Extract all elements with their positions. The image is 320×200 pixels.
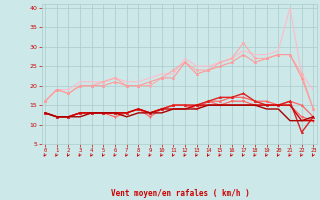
Text: Vent moyen/en rafales ( km/h ): Vent moyen/en rafales ( km/h )	[111, 189, 250, 198]
